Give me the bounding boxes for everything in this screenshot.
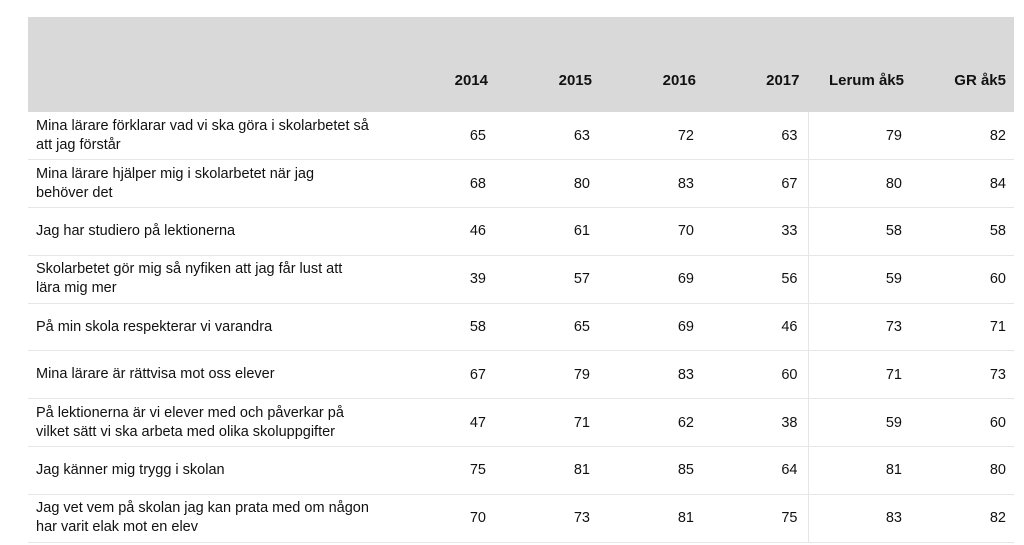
cell-2015: 80 [496,159,600,209]
cell-2014: 70 [392,494,496,543]
cell-2014: 65 [392,112,496,161]
cell-2014: 39 [392,255,496,304]
cell-2017: 60 [704,350,809,400]
cell-2014: 75 [392,446,496,495]
cell-gr-ak5: 82 [912,112,1014,161]
cell-2017: 75 [704,494,809,543]
table-body: Mina lärare förklarar vad vi ska göra i … [28,112,1014,543]
cell-2017: 33 [704,207,809,256]
cell-gr-ak5: 60 [912,255,1014,304]
cell-lerum-ak5: 79 [808,112,912,161]
cell-lerum-ak5: 73 [808,303,912,352]
cell-gr-ak5: 73 [912,350,1014,400]
table-row: Skolarbetet gör mig så nyfiken att jag f… [28,255,1014,304]
cell-2017: 67 [704,159,809,209]
row-label: Skolarbetet gör mig så nyfiken att jag f… [28,255,392,304]
cell-gr-ak5: 82 [912,494,1014,543]
cell-2015: 63 [496,112,600,161]
cell-2016: 70 [600,207,704,256]
cell-lerum-ak5: 83 [808,494,912,543]
cell-2017: 64 [704,446,809,495]
cell-gr-ak5: 84 [912,159,1014,209]
table-row: På lektionerna är vi elever med och påve… [28,398,1014,448]
cell-gr-ak5: 60 [912,398,1014,448]
column-header-label [28,17,392,112]
cell-2015: 71 [496,398,600,448]
cell-lerum-ak5: 80 [808,159,912,209]
survey-table-container: 2014 2015 2016 2017 Lerum åk5 GR åk5 Min… [28,17,1014,543]
cell-2014: 47 [392,398,496,448]
column-header-gr: GR åk5 [912,17,1014,112]
cell-2015: 81 [496,446,600,495]
row-label: Mina lärare förklarar vad vi ska göra i … [28,112,392,161]
cell-gr-ak5: 80 [912,446,1014,495]
cell-2014: 58 [392,303,496,352]
header-row: 2014 2015 2016 2017 Lerum åk5 GR åk5 [28,17,1014,112]
cell-2014: 46 [392,207,496,256]
cell-2016: 85 [600,446,704,495]
table-row: Mina lärare hjälper mig i skolarbetet nä… [28,159,1014,209]
row-label: Mina lärare är rättvisa mot oss elever [28,350,392,400]
cell-2015: 57 [496,255,600,304]
cell-lerum-ak5: 59 [808,398,912,448]
column-header-2016: 2016 [600,17,704,112]
table-row: På min skola respekterar vi varandra 58 65… [28,303,1014,352]
cell-2017: 56 [704,255,809,304]
survey-table: 2014 2015 2016 2017 Lerum åk5 GR åk5 Min… [28,17,1014,543]
column-header-lerum: Lerum åk5 [808,17,912,112]
cell-2015: 73 [496,494,600,543]
cell-lerum-ak5: 81 [808,446,912,495]
table-row: Jag har studiero på lektionerna 46 61 70 33 5… [28,207,1014,256]
cell-gr-ak5: 58 [912,207,1014,256]
row-label: På lektionerna är vi elever med och påve… [28,398,392,448]
cell-gr-ak5: 71 [912,303,1014,352]
row-label: Jag vet vem på skolan jag kan prata med … [28,494,392,543]
cell-2016: 62 [600,398,704,448]
cell-2016: 83 [600,159,704,209]
column-header-2014: 2014 [392,17,496,112]
cell-2015: 79 [496,350,600,400]
cell-2014: 67 [392,350,496,400]
row-label: Jag känner mig trygg i skolan [28,446,392,495]
cell-2016: 69 [600,303,704,352]
row-label: Jag har studiero på lektionerna [28,207,392,256]
table-row: Jag vet vem på skolan jag kan prata med … [28,494,1014,543]
cell-2016: 81 [600,494,704,543]
cell-2016: 72 [600,112,704,161]
cell-2015: 61 [496,207,600,256]
cell-2017: 46 [704,303,809,352]
cell-lerum-ak5: 59 [808,255,912,304]
row-label: På min skola respekterar vi varandra [28,303,392,352]
cell-2017: 38 [704,398,809,448]
cell-2014: 68 [392,159,496,209]
cell-2015: 65 [496,303,600,352]
cell-2016: 83 [600,350,704,400]
cell-2017: 63 [704,112,809,161]
table-row: Mina lärare är rättvisa mot oss elever 67… [28,350,1014,400]
table-row: Jag känner mig trygg i skolan 75 81 85 64 81 8… [28,446,1014,495]
cell-lerum-ak5: 71 [808,350,912,400]
table-row: Mina lärare förklarar vad vi ska göra i … [28,112,1014,161]
column-header-2015: 2015 [496,17,600,112]
row-label: Mina lärare hjälper mig i skolarbetet nä… [28,159,392,209]
column-header-2017: 2017 [704,17,809,112]
cell-2016: 69 [600,255,704,304]
cell-lerum-ak5: 58 [808,207,912,256]
